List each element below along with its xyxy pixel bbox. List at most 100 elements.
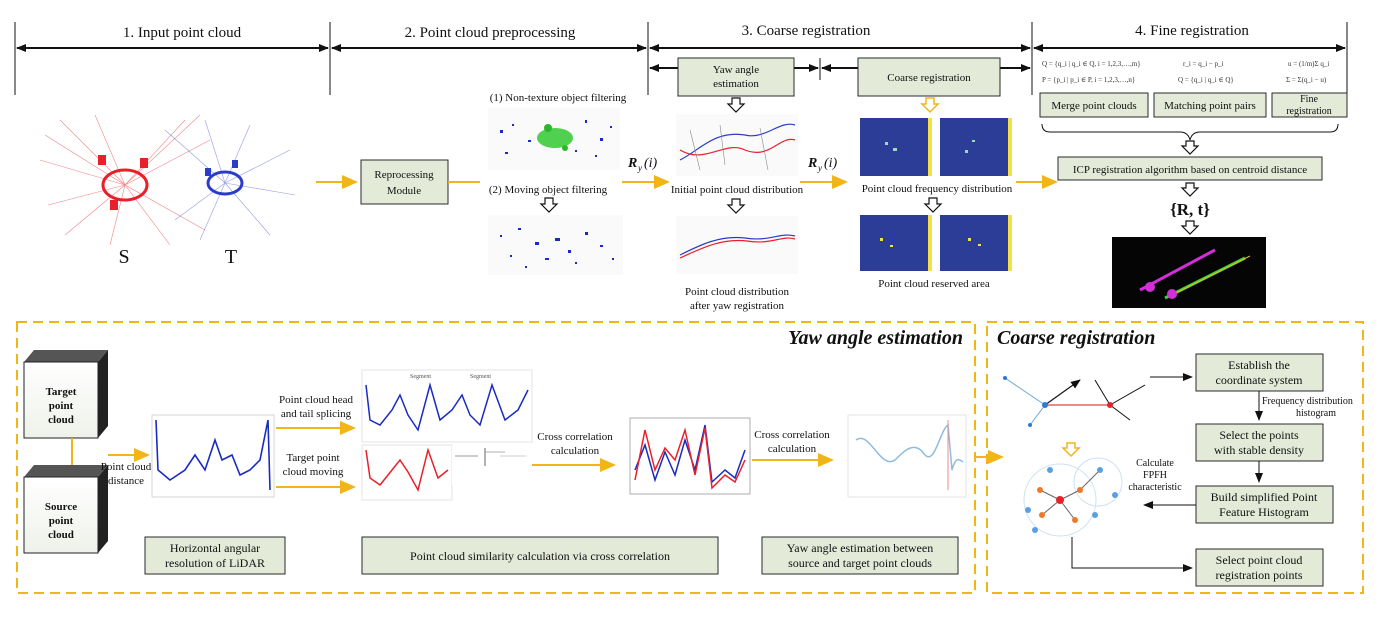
distance-signal-plot xyxy=(151,414,275,498)
after-yaw-image xyxy=(676,216,798,274)
reserved-area-label: Point cloud reserved area xyxy=(878,278,990,290)
ry-label-2: R y (i) xyxy=(807,156,838,173)
arrow-fpfh-to-select-reg xyxy=(1071,537,1193,572)
select-reg-line-2: registration points xyxy=(1216,568,1303,582)
build-line-2: Feature Histogram xyxy=(1219,505,1309,519)
icp-box: ICP registration algorithm based on cent… xyxy=(1057,156,1323,181)
fine-label-2: registration xyxy=(1286,106,1332,117)
target-label: T xyxy=(225,246,237,268)
yaw-section-title: Yaw angle estimation xyxy=(788,327,963,349)
similarity-label: Point cloud similarity calculation via c… xyxy=(410,549,670,563)
establish-line-1: Establish the xyxy=(1228,358,1290,372)
coarse-registration-box: Coarse registration xyxy=(857,57,1001,97)
select-reg-line-1: Select point cloud xyxy=(1216,553,1303,567)
moving-line-1: Target point xyxy=(286,452,339,464)
source-label: S xyxy=(118,246,129,268)
select-line-1: Select the points xyxy=(1219,428,1299,442)
matching-box: Matching point pairs xyxy=(1153,92,1267,118)
cc2-line-2: calculation xyxy=(768,443,817,455)
formula-area: Q = {q_i | q_i ∈ Q, i = 1,2,3,…,m} P = {… xyxy=(1042,60,1329,84)
ry-subscript: y xyxy=(637,163,642,173)
freq-hist-line-2: histogram xyxy=(1296,408,1336,419)
target-cube: Target point cloud xyxy=(23,350,108,439)
source-cube-line-2: point xyxy=(49,515,74,527)
formula-1: Q = {q_i | q_i ∈ Q, i = 1,2,3,…,m} xyxy=(1042,60,1141,68)
down-arrow-filter xyxy=(539,197,559,213)
target-cloud-image xyxy=(164,119,296,241)
segment-label-a: Segment xyxy=(410,374,431,380)
source-cube: Source point cloud xyxy=(23,465,108,554)
similarity-calc-box: Point cloud similarity calculation via c… xyxy=(361,536,719,575)
frequency-heatmaps xyxy=(860,118,1012,176)
splice-line-2: and tail splicing xyxy=(281,408,352,420)
down-arrow-freq xyxy=(923,197,943,213)
stage-2-title: 2. Point cloud preprocessing xyxy=(405,25,576,41)
stage-headers: 1. Input point cloud 2. Point cloud prep… xyxy=(14,22,1348,95)
target-cube-line-3: cloud xyxy=(48,414,74,426)
yaw-est-line-2: source and target point clouds xyxy=(788,556,932,570)
down-arrow-coarse xyxy=(920,97,940,114)
moving-filtered-cloud-image xyxy=(488,215,623,275)
after-yaw-line-1: Point cloud distribution xyxy=(685,286,789,298)
initial-distribution-label: Initial point cloud distribution xyxy=(671,184,804,196)
yaw-estimation-box: Yaw angle estimation between source and … xyxy=(761,536,959,575)
cc1-line-1: Cross correlation xyxy=(537,431,613,443)
down-arrow-initial xyxy=(726,198,746,214)
ry2-symbol: R xyxy=(807,156,817,171)
target-cube-line-2: point xyxy=(49,400,74,412)
fpfh-image xyxy=(1023,457,1123,537)
module-label-2: Module xyxy=(387,185,421,197)
similarity-plot xyxy=(847,414,967,498)
fine-result-image xyxy=(1112,237,1266,308)
initial-distribution-image xyxy=(676,114,798,176)
merge-box: Merge point clouds xyxy=(1039,92,1149,118)
select-stable-box: Select the points with stable density xyxy=(1195,423,1324,462)
calc-line-3: characteristic xyxy=(1128,482,1182,493)
after-yaw-line-2: after yaw registration xyxy=(690,300,785,312)
select-registration-box: Select point cloud registration points xyxy=(1195,548,1324,587)
formula-6: Σ = Σ(q_i − u) xyxy=(1286,76,1327,84)
formula-5: u = (1/m)Σ q_i xyxy=(1288,60,1329,68)
moving-line-2: cloud moving xyxy=(283,466,344,478)
source-cloud-image xyxy=(39,114,211,246)
build-histogram-box: Build simplified Point Feature Histogram xyxy=(1195,485,1334,524)
stage-3-title: 3. Coarse registration xyxy=(742,23,871,39)
filtered-cloud-image xyxy=(488,108,620,170)
target-cube-line-1: Target xyxy=(46,386,77,398)
down-arrow-fpfh xyxy=(1061,442,1081,458)
ry-argument: (i) xyxy=(644,156,658,171)
coarse-box-label: Coarse registration xyxy=(887,72,971,84)
formula-3: r_i = q_i − p_i xyxy=(1183,60,1224,68)
preprocessing-module: Reprocessing Module xyxy=(360,159,449,205)
reserved-heatmaps xyxy=(860,215,1012,271)
stage-4-title: 4. Fine registration xyxy=(1135,23,1249,39)
select-line-2: with stable density xyxy=(1214,443,1304,457)
spliced-signal-plot: Segment Segment xyxy=(361,369,533,443)
formula-2: P = {p_i | p_i ∈ P, i = 1,2,3,…,n} xyxy=(1042,76,1135,84)
horiz-line-1: Horizontal angular xyxy=(170,541,260,555)
coordinate-system-image xyxy=(1003,376,1146,427)
rt-label: {R, t} xyxy=(1170,200,1210,219)
cc1-line-2: calculation xyxy=(551,445,600,457)
establish-box: Establish the coordinate system xyxy=(1195,353,1324,392)
input-point-clouds: S T xyxy=(39,114,296,268)
source-cube-line-1: Source xyxy=(45,501,77,513)
formula-4: Q = {q_i | q_i ∈ Q} xyxy=(1178,76,1234,84)
fine-box: Fine registration xyxy=(1271,92,1348,118)
coarse-section-title: Coarse registration xyxy=(997,327,1155,349)
icp-label: ICP registration algorithm based on cent… xyxy=(1073,164,1307,176)
module-label-1: Reprocessing xyxy=(374,169,434,181)
down-arrow-brace xyxy=(1180,140,1200,155)
distance-line-2: distance xyxy=(108,475,144,487)
filter-1-label: (1) Non-texture object filtering xyxy=(490,92,627,104)
distance-line-1: Point cloud xyxy=(101,461,152,473)
ry-symbol: R xyxy=(627,156,637,171)
calc-line-1: Calculate xyxy=(1136,458,1174,469)
ry2-subscript: y xyxy=(817,163,822,173)
horizontal-resolution-box: Horizontal angular resolution of LiDAR xyxy=(144,536,286,575)
freq-hist-line-1: Frequency distribution xyxy=(1262,396,1353,407)
crosscorr-plot xyxy=(629,417,751,495)
moved-signal-plot xyxy=(361,444,532,501)
ry-label-1: R y (i) xyxy=(627,156,658,173)
